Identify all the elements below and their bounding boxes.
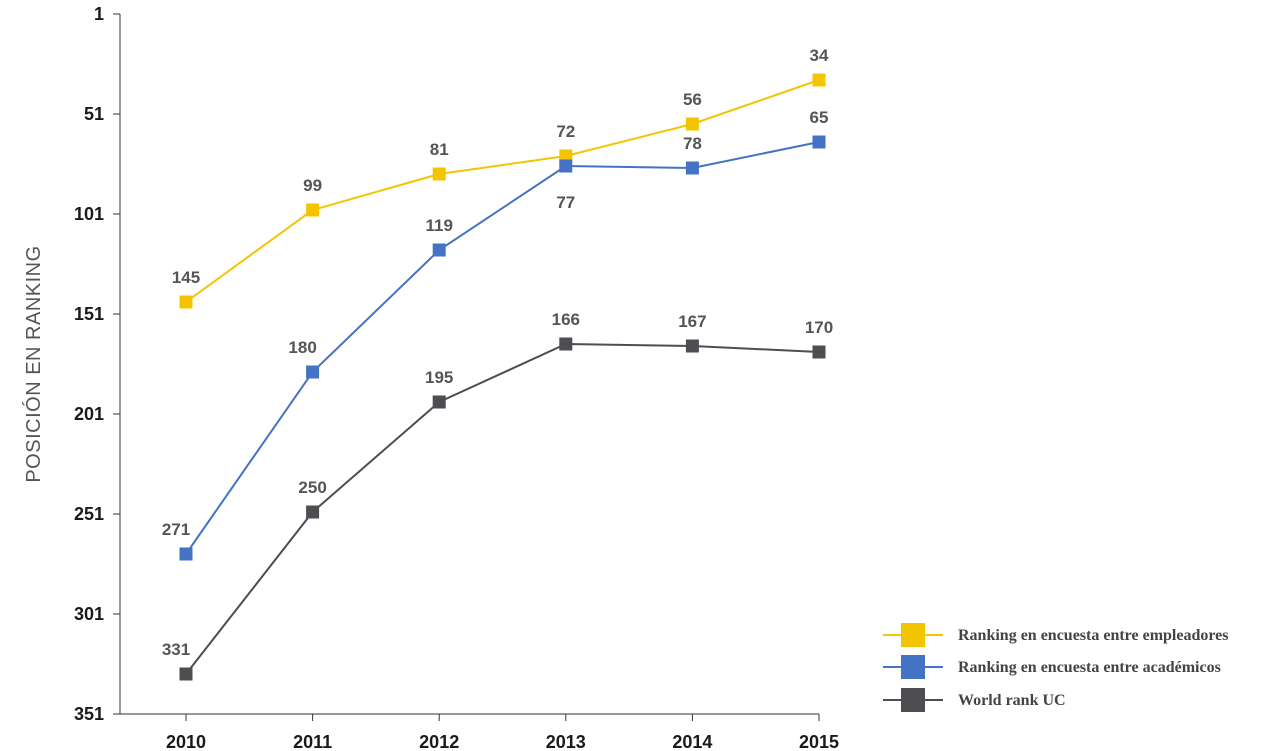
data-point-marker xyxy=(685,161,699,175)
legend-marker xyxy=(901,655,925,679)
data-point-marker xyxy=(306,203,320,217)
legend: Ranking en encuesta entre empleadores Ran… xyxy=(883,623,1229,712)
x-tick-label: 2014 xyxy=(672,732,712,751)
data-point-marker xyxy=(812,73,826,87)
data-point-marker xyxy=(432,395,446,409)
x-tick-label: 2013 xyxy=(546,732,586,751)
data-point-marker xyxy=(306,365,320,379)
legend-label: Ranking en encuesta entre empleadores xyxy=(958,627,1229,644)
data-labels: 145 99 81 72 56 34 271 180 119 77 78 65 331 250 195 166… xyxy=(162,46,833,659)
series-line-2 xyxy=(185,141,820,555)
data-point-marker xyxy=(559,149,573,163)
y-tick-label: 51 xyxy=(84,104,104,124)
data-label: 65 xyxy=(810,108,829,127)
data-point-marker xyxy=(685,339,699,353)
y-tick-label: 101 xyxy=(74,204,104,224)
data-point-marker xyxy=(432,167,446,181)
data-label: 170 xyxy=(805,318,833,337)
y-tick-label: 201 xyxy=(74,404,104,424)
data-point-marker xyxy=(559,159,573,173)
data-label: 271 xyxy=(162,520,190,539)
legend-marker xyxy=(901,623,925,647)
data-point-marker xyxy=(812,135,826,149)
data-label: 180 xyxy=(288,338,316,357)
data-label: 195 xyxy=(425,368,453,387)
data-label: 167 xyxy=(678,312,706,331)
data-point-marker xyxy=(559,337,573,351)
data-label: 99 xyxy=(303,176,322,195)
data-label: 145 xyxy=(172,268,200,287)
data-label: 34 xyxy=(810,46,829,65)
series-layer xyxy=(179,73,826,681)
data-point-marker xyxy=(685,117,699,131)
legend-label: Ranking en encuesta entre académicos xyxy=(958,659,1221,676)
x-tick-label: 2012 xyxy=(419,732,459,751)
y-tick-label: 301 xyxy=(74,604,104,624)
data-label: 119 xyxy=(425,216,452,235)
y-tick-label: 351 xyxy=(74,704,104,724)
data-point-marker xyxy=(179,547,193,561)
y-tick-label: 1 xyxy=(94,4,104,24)
data-point-marker xyxy=(432,243,446,257)
data-label: 250 xyxy=(298,478,326,497)
legend-label: World rank UC xyxy=(958,692,1066,709)
x-tick-label: 2015 xyxy=(799,732,839,751)
series-line-1 xyxy=(185,79,820,303)
data-point-marker xyxy=(179,295,193,309)
data-label: 77 xyxy=(556,193,575,212)
y-tick-label: 251 xyxy=(74,504,104,524)
x-tick-label: 2011 xyxy=(293,732,332,751)
y-tick-label: 151 xyxy=(74,304,104,324)
data-label: 72 xyxy=(556,122,575,141)
data-point-marker xyxy=(179,667,193,681)
legend-marker xyxy=(901,688,925,712)
data-label: 331 xyxy=(162,640,190,659)
data-point-marker xyxy=(812,345,826,359)
data-label: 166 xyxy=(552,310,580,329)
data-point-marker xyxy=(306,505,320,519)
data-label: 78 xyxy=(683,134,702,153)
y-axis-title: POSICIÓN EN RANKING xyxy=(22,245,45,482)
data-label: 56 xyxy=(683,90,702,109)
series-line-3 xyxy=(185,342,820,675)
x-tick-label: 2010 xyxy=(166,732,206,751)
data-label: 81 xyxy=(430,140,449,159)
